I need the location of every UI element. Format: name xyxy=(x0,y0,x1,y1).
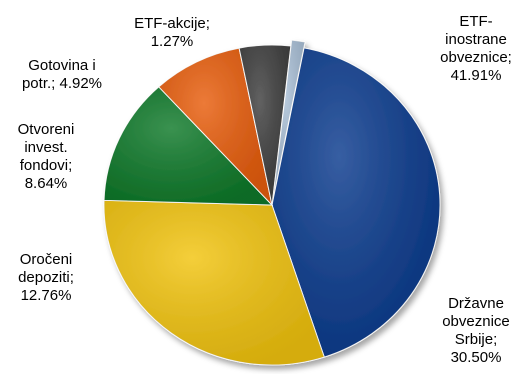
slice-label-line: obveznice xyxy=(442,313,510,330)
slice-label: Otvoreni invest. fondovi; 8.64% xyxy=(18,121,75,192)
slice-label-line: Državne xyxy=(448,295,504,312)
slice-label-line: 30.50% xyxy=(451,349,502,366)
pie-slice xyxy=(103,86,274,206)
slice-label-line: 8.64% xyxy=(25,175,68,192)
slice-label-line: 12.76% xyxy=(21,287,72,304)
slice-label-line: invest. xyxy=(24,139,67,156)
pie-slice xyxy=(158,47,273,207)
slice-label: Gotovina i potr.; 4.92% xyxy=(22,57,102,92)
slice-label-line: inostrane xyxy=(445,31,507,48)
slice-label-line: potr.; 4.92% xyxy=(22,75,102,92)
slice-label: Oročeni depoziti; 12.76% xyxy=(18,251,74,304)
pie-slice-shading xyxy=(103,200,325,365)
pie-slice-shading xyxy=(158,48,272,205)
pie-slice-shading xyxy=(104,86,272,205)
slice-label-line: ETF-akcije; xyxy=(134,15,210,32)
slice-labels: ETF-inostrane obveznice; 41.91%Državne obve… xyxy=(18,13,512,366)
slice-label: ETF-akcije; 1.27% xyxy=(134,15,210,50)
pie-slice xyxy=(271,47,441,358)
pie-slice-shading xyxy=(272,40,305,200)
pie-slice-shading xyxy=(272,47,441,358)
slice-label-line: ETF- xyxy=(459,13,492,30)
slice-label: Državne obveznice Srbije; 30.50% xyxy=(442,295,510,366)
pie-slices xyxy=(103,39,441,366)
pie-slice xyxy=(272,39,306,200)
slice-label-line: fondovi; xyxy=(20,157,73,174)
slice-label: ETF-inostrane obveznice; 41.91% xyxy=(440,13,512,84)
slice-label-line: 41.91% xyxy=(451,67,502,84)
slice-label-line: Oročeni xyxy=(20,251,73,268)
slice-label-line: obveznice; xyxy=(440,49,512,66)
pie-slice-shading xyxy=(239,45,291,206)
slice-label-line: depoziti; xyxy=(18,269,74,286)
slice-label-line: Gotovina i xyxy=(28,57,96,74)
slice-label-line: 1.27% xyxy=(151,33,194,50)
slice-label-line: Otvoreni xyxy=(18,121,75,138)
slice-label-line: Srbije; xyxy=(455,331,498,348)
pie-slice xyxy=(103,199,325,366)
